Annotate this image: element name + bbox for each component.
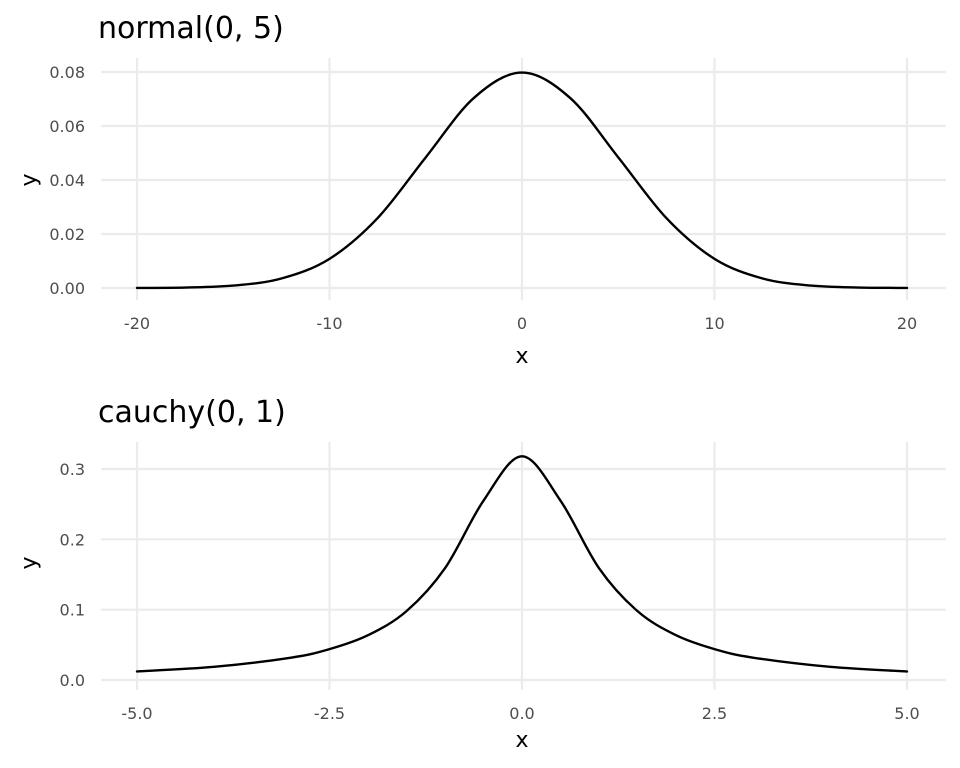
panel-cauchy: cauchy(0, 1) x y -5.0 -2.5 0.0 2.5 5.0 0.0 0.1… (17, 395, 946, 753)
density-curve (135, 455, 909, 673)
x-tick-label: -2.5 (314, 704, 345, 723)
panel-title: normal(0, 5) (98, 11, 284, 46)
gridlines (101, 58, 946, 300)
y-axis-title: y (17, 556, 42, 569)
density-curve (135, 71, 909, 290)
y-tick-label: 0.1 (60, 601, 85, 620)
x-tick-label: -10 (316, 314, 342, 333)
x-tick-label: 20 (897, 314, 917, 333)
y-tick-label: 0.00 (49, 279, 85, 298)
y-tick-label: 0.3 (60, 460, 85, 479)
x-axis-title: x (515, 344, 528, 369)
x-tick-label: -20 (124, 314, 150, 333)
panel-title: cauchy(0, 1) (98, 395, 286, 430)
y-axis-title: y (17, 173, 42, 186)
gridlines (101, 442, 946, 690)
x-tick-label: 2.5 (702, 704, 727, 723)
y-tick-label: 0.08 (49, 63, 85, 82)
x-tick-label: 5.0 (894, 704, 919, 723)
y-tick-label: 0.04 (49, 171, 85, 190)
x-tick-label: 0 (517, 314, 527, 333)
y-tick-label: 0.0 (60, 671, 85, 690)
y-tick-label: 0.02 (49, 225, 85, 244)
x-tick-label: 0.0 (509, 704, 534, 723)
x-tick-label: 10 (704, 314, 724, 333)
panel-normal: normal(0, 5) x y -20 -10 0 10 20 0.00 0.02 0.04… (17, 11, 946, 369)
x-tick-label: -5.0 (121, 704, 152, 723)
y-tick-label: 0.2 (60, 530, 85, 549)
x-axis-title: x (515, 728, 528, 753)
y-tick-label: 0.06 (49, 117, 85, 136)
